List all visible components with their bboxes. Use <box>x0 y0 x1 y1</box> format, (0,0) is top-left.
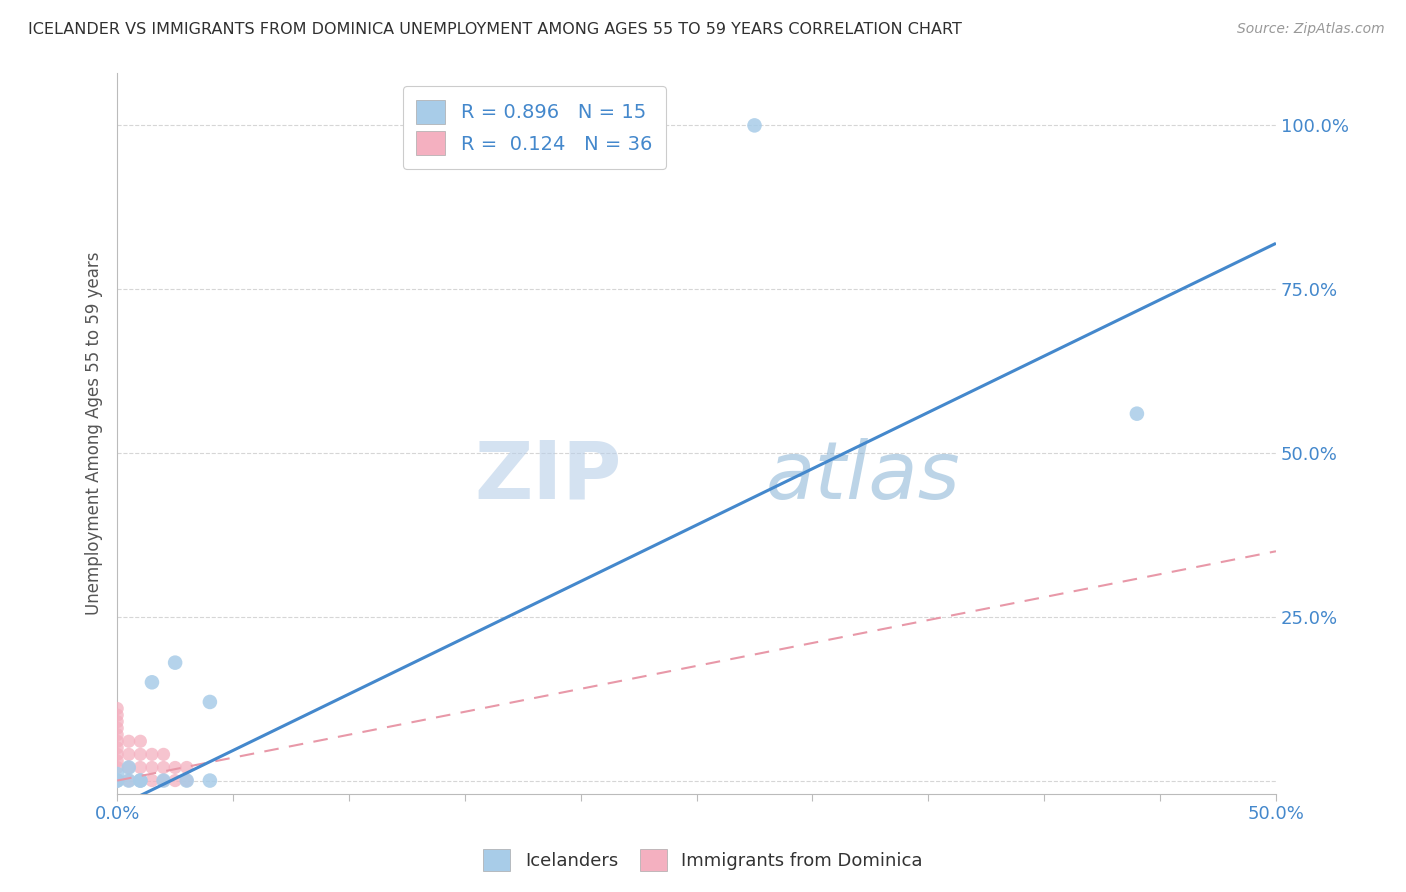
Point <box>105 754 128 768</box>
Point <box>105 773 128 788</box>
Point <box>105 773 128 788</box>
Point <box>105 734 128 748</box>
Point <box>105 773 128 788</box>
Point <box>105 767 128 781</box>
Point <box>152 773 174 788</box>
Text: Source: ZipAtlas.com: Source: ZipAtlas.com <box>1237 22 1385 37</box>
Point <box>105 773 128 788</box>
Point <box>105 773 128 788</box>
Point <box>152 760 174 774</box>
Point <box>129 734 152 748</box>
Point <box>141 773 163 788</box>
Point <box>129 747 152 762</box>
Point <box>118 734 141 748</box>
Point <box>118 773 141 788</box>
Point <box>176 760 198 774</box>
Point <box>198 695 221 709</box>
Point <box>165 773 187 788</box>
Point <box>105 773 128 788</box>
Point <box>129 773 152 788</box>
Point <box>176 773 198 788</box>
Point <box>176 773 198 788</box>
Point <box>129 760 152 774</box>
Point <box>105 708 128 723</box>
Y-axis label: Unemployment Among Ages 55 to 59 years: Unemployment Among Ages 55 to 59 years <box>86 252 103 615</box>
Point <box>118 760 141 774</box>
Point <box>105 721 128 735</box>
Point <box>105 773 128 788</box>
Point <box>105 773 128 788</box>
Point <box>1126 407 1149 421</box>
Point <box>152 747 174 762</box>
Text: ICELANDER VS IMMIGRANTS FROM DOMINICA UNEMPLOYMENT AMONG AGES 55 TO 59 YEARS COR: ICELANDER VS IMMIGRANTS FROM DOMINICA UN… <box>28 22 962 37</box>
Point <box>105 773 128 788</box>
Point <box>165 656 187 670</box>
Point <box>105 701 128 715</box>
Point <box>141 760 163 774</box>
Point <box>118 773 141 788</box>
Point <box>105 760 128 774</box>
Point <box>118 760 141 774</box>
Point <box>141 675 163 690</box>
Point <box>105 747 128 762</box>
Legend: R = 0.896   N = 15, R =  0.124   N = 36: R = 0.896 N = 15, R = 0.124 N = 36 <box>402 87 666 169</box>
Point <box>129 773 152 788</box>
Point <box>198 773 221 788</box>
Point <box>105 740 128 755</box>
Point <box>152 773 174 788</box>
Point <box>105 714 128 729</box>
Legend: Icelanders, Immigrants from Dominica: Icelanders, Immigrants from Dominica <box>477 842 929 879</box>
Text: atlas: atlas <box>766 438 960 516</box>
Point <box>118 747 141 762</box>
Point <box>105 773 128 788</box>
Point <box>744 119 766 133</box>
Text: ZIP: ZIP <box>474 438 621 516</box>
Point <box>129 773 152 788</box>
Point <box>105 728 128 742</box>
Point <box>141 747 163 762</box>
Point <box>165 760 187 774</box>
